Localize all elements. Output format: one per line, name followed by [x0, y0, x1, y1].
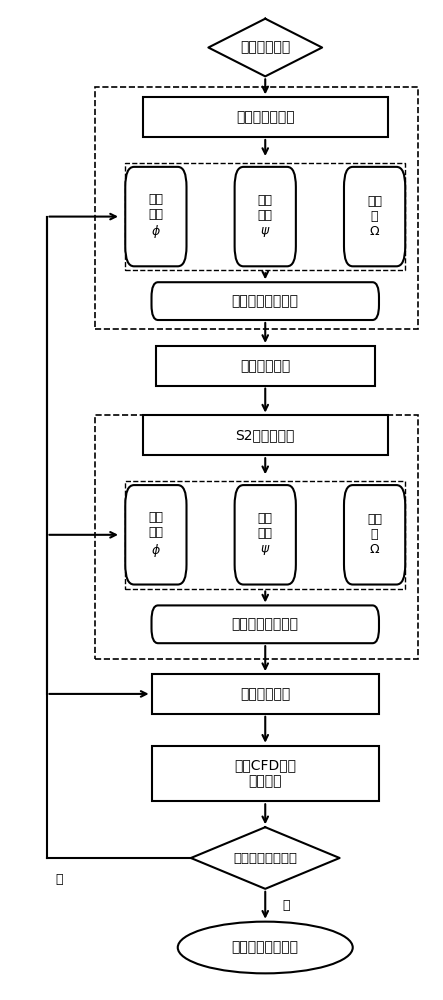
Bar [125, 481, 405, 589]
Text: 逐级分布规律设计: 逐级分布规律设计 [232, 294, 299, 308]
Text: 载荷
系数
$\psi$: 载荷 系数 $\psi$ [258, 194, 273, 239]
Text: 是否满足设计要求: 是否满足设计要求 [233, 851, 297, 864]
FancyBboxPatch shape [125, 485, 187, 585]
Text: 反动
度
$\Omega$: 反动 度 $\Omega$ [367, 195, 382, 238]
Bar [125, 163, 405, 270]
FancyBboxPatch shape [235, 485, 296, 585]
FancyBboxPatch shape [125, 167, 187, 266]
Text: 一维反问题设计: 一维反问题设计 [236, 110, 295, 124]
Text: 载荷
系数
$\psi$: 载荷 系数 $\psi$ [258, 512, 273, 557]
Text: 三维CFD分析
性能计算: 三维CFD分析 性能计算 [234, 758, 296, 789]
FancyBboxPatch shape [344, 167, 405, 266]
Bar [152, 674, 379, 714]
FancyBboxPatch shape [152, 282, 379, 320]
Bar [156, 346, 375, 386]
Text: 反动
度
$\Omega$: 反动 度 $\Omega$ [367, 513, 382, 556]
Ellipse shape [178, 922, 353, 973]
Text: 设计指标输入: 设计指标输入 [240, 41, 290, 55]
Bar [152, 746, 379, 801]
Text: 流量
系数
$\phi$: 流量 系数 $\phi$ [148, 193, 163, 240]
Text: 一维特性分析: 一维特性分析 [240, 359, 290, 373]
Text: 沿径分布规律设计: 沿径分布规律设计 [232, 617, 299, 631]
FancyBboxPatch shape [235, 167, 296, 266]
Text: 叶片造型设计: 叶片造型设计 [240, 687, 290, 701]
Text: 否: 否 [55, 873, 63, 886]
Polygon shape [191, 827, 340, 889]
Text: 最终气动设计方案: 最终气动设计方案 [232, 940, 299, 954]
Text: S2反问题设计: S2反问题设计 [236, 428, 295, 442]
Polygon shape [208, 19, 322, 76]
Bar [143, 97, 388, 137]
FancyBboxPatch shape [152, 605, 379, 643]
Bar [95, 415, 418, 659]
Text: 是: 是 [283, 899, 290, 912]
Bar [143, 415, 388, 455]
Bar [95, 87, 418, 329]
Text: 流量
系数
$\phi$: 流量 系数 $\phi$ [148, 511, 163, 559]
FancyBboxPatch shape [344, 485, 405, 585]
